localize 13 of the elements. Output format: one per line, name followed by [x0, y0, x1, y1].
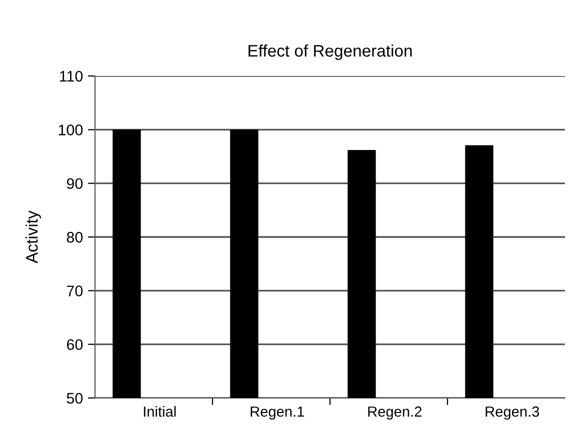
y-tick-label: 90	[66, 178, 83, 190]
y-tick-label: 100	[58, 124, 83, 136]
x-tick-label: Initial	[144, 406, 176, 417]
y-tick-label: 50	[66, 392, 83, 404]
y-tick-label: 110	[60, 70, 83, 82]
chart-title: Effect of Regeneration	[248, 44, 412, 60]
y-tick-label: 70	[66, 286, 83, 296]
x-tick-label: Regen.2	[368, 406, 422, 420]
y-tick-label: 80	[66, 232, 83, 243]
y-tick-label: 60	[66, 339, 83, 350]
x-tick-label: Regen.1	[250, 406, 304, 420]
x-tick-label: Regen.3	[486, 406, 540, 420]
y-axis-title: Activity	[26, 210, 42, 264]
